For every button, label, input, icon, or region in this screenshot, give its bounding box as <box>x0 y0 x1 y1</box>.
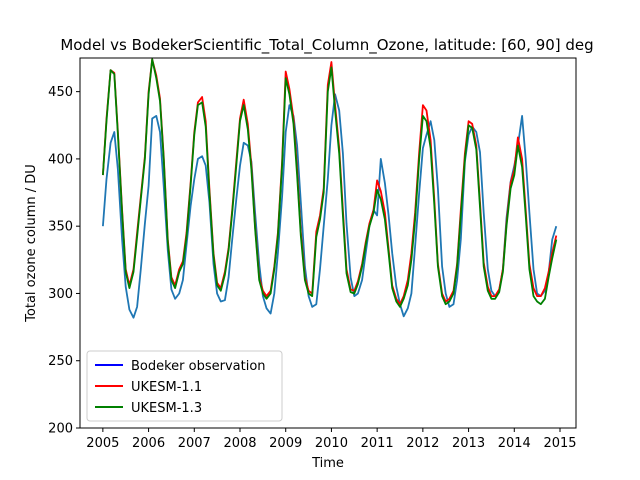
legend-label-ukesm-1-1: UKESM-1.1 <box>131 380 202 395</box>
series-line-ukesm-1-3 <box>102 58 558 308</box>
x-tick-label: 2012 <box>406 436 439 451</box>
x-axis-label: Time <box>311 456 344 471</box>
plot-frame <box>79 57 577 429</box>
y-tick-label: 450 <box>48 85 73 100</box>
legend-box <box>86 350 283 422</box>
x-tick-label: 2007 <box>178 436 211 451</box>
x-tick-label: 2005 <box>86 436 119 451</box>
y-axis-label: Total ozone column / DU <box>24 164 39 323</box>
legend-label-ukesm-1-3: UKESM-1.3 <box>131 401 202 416</box>
legend: Bodeker observation UKESM-1.1 UKESM-1.3 <box>86 350 283 422</box>
x-tick-label: 2010 <box>315 436 348 451</box>
x-tick-label: 2011 <box>361 436 394 451</box>
y-tick-label: 300 <box>48 287 73 302</box>
chart-title: Model vs BodekerScientific_Total_Column_… <box>60 36 593 55</box>
x-axis-ticks: 2005 2006 2007 2008 2009 2010 2011 2012 2013 2014… <box>86 428 577 451</box>
y-tick-label: 400 <box>48 152 73 167</box>
x-tick-label: 2008 <box>223 436 256 451</box>
x-tick-label: 2006 <box>132 436 165 451</box>
series-line-bodeker-observation <box>102 93 558 319</box>
y-tick-label: 200 <box>48 422 73 437</box>
series-layer <box>102 58 558 319</box>
x-tick-label: 2014 <box>498 436 531 451</box>
legend-label-bodeker: Bodeker observation <box>131 359 266 374</box>
y-tick-label: 250 <box>48 354 73 369</box>
x-tick-label: 2015 <box>543 436 576 451</box>
y-axis-ticks: 200 250 300 350 400 450 <box>48 85 80 437</box>
x-tick-label: 2009 <box>269 436 302 451</box>
y-tick-label: 350 <box>48 220 73 235</box>
x-tick-label: 2013 <box>452 436 485 451</box>
